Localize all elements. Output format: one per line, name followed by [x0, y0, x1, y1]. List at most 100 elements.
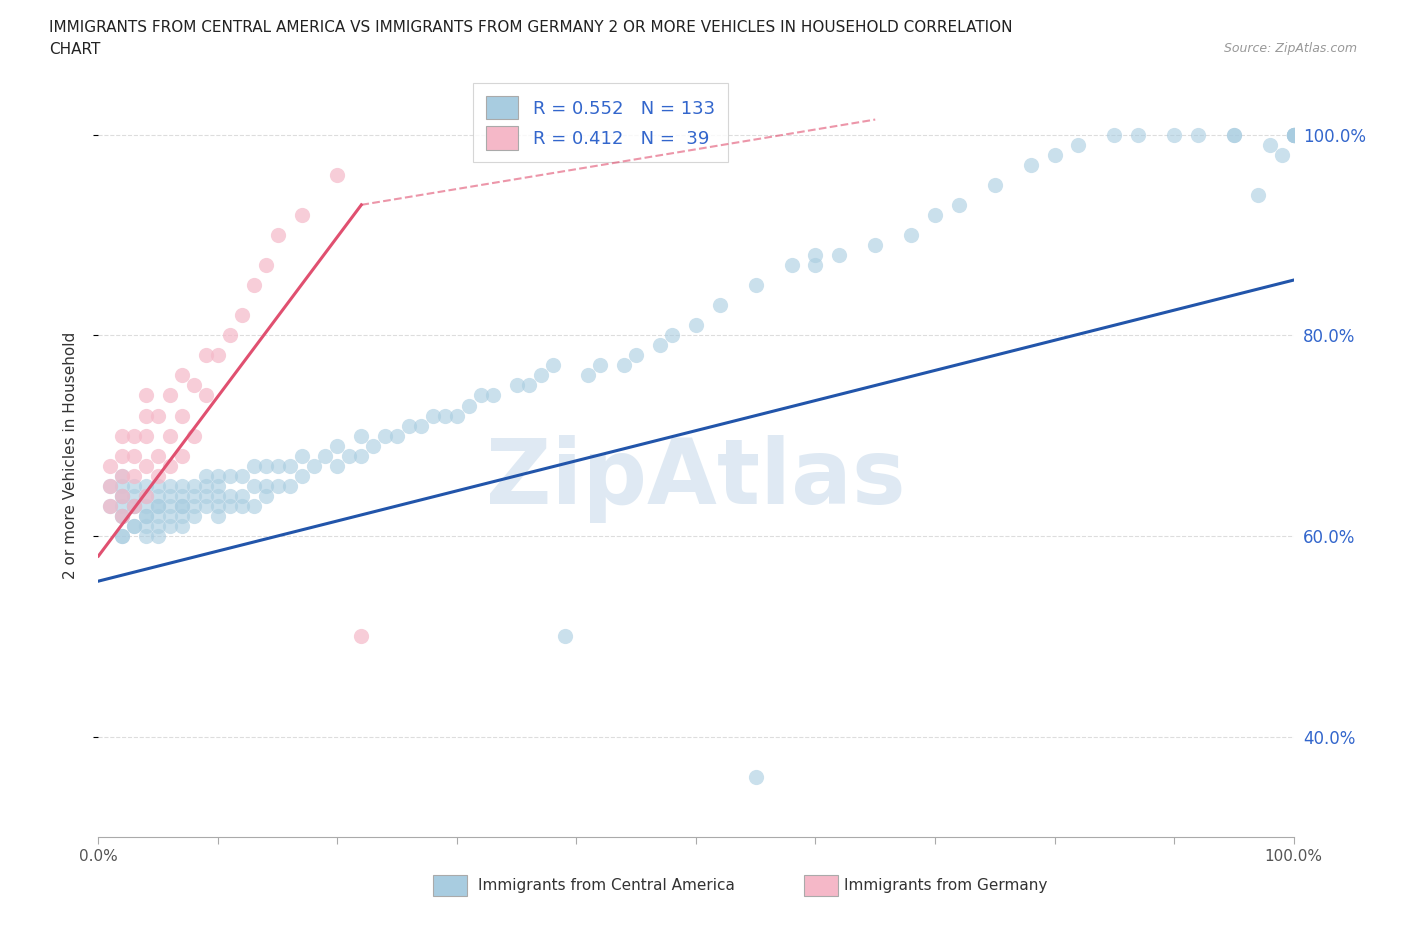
Point — [302, 458, 325, 473]
Point — [470, 388, 492, 403]
Point — [613, 358, 636, 373]
Point — [111, 488, 134, 503]
Point — [124, 498, 146, 513]
Point — [385, 428, 409, 443]
Point — [183, 509, 205, 524]
Point — [111, 469, 134, 484]
Point — [745, 278, 768, 293]
Point — [685, 318, 707, 333]
Point — [541, 358, 564, 373]
Point — [172, 478, 194, 493]
Point — [148, 498, 170, 513]
Point — [172, 488, 194, 503]
Point — [124, 498, 146, 513]
Point — [398, 418, 420, 433]
Point — [111, 428, 134, 443]
Point — [1282, 127, 1305, 142]
Point — [1282, 127, 1305, 142]
Point — [159, 458, 181, 473]
Text: Immigrants from Central America: Immigrants from Central America — [478, 878, 735, 893]
Point — [804, 247, 827, 262]
Point — [111, 509, 134, 524]
Point — [148, 469, 170, 484]
Point — [172, 509, 194, 524]
Point — [554, 629, 576, 644]
Point — [1223, 127, 1246, 142]
Point — [159, 509, 181, 524]
Point — [434, 408, 457, 423]
Point — [243, 278, 266, 293]
Point — [148, 448, 170, 463]
Point — [243, 458, 266, 473]
Point — [159, 519, 181, 534]
Text: IMMIGRANTS FROM CENTRAL AMERICA VS IMMIGRANTS FROM GERMANY 2 OR MORE VEHICLES IN: IMMIGRANTS FROM CENTRAL AMERICA VS IMMIG… — [49, 20, 1012, 35]
Point — [148, 519, 170, 534]
Text: ZipAtlas: ZipAtlas — [486, 434, 905, 523]
Point — [148, 498, 170, 513]
Point — [207, 498, 229, 513]
Point — [326, 438, 349, 453]
Point — [159, 488, 181, 503]
Point — [709, 298, 731, 312]
Point — [1019, 157, 1042, 172]
Point — [231, 498, 253, 513]
Point — [148, 408, 170, 423]
Point — [159, 478, 181, 493]
Point — [254, 488, 277, 503]
Point — [111, 488, 134, 503]
Point — [219, 498, 242, 513]
Point — [1043, 147, 1066, 162]
Point — [135, 428, 157, 443]
Point — [111, 448, 134, 463]
Text: CHART: CHART — [49, 42, 101, 57]
Point — [111, 478, 134, 493]
Point — [267, 228, 290, 243]
Point — [291, 469, 314, 484]
Point — [458, 398, 481, 413]
Point — [231, 488, 253, 503]
Point — [135, 408, 157, 423]
Point — [254, 458, 277, 473]
Point — [124, 469, 146, 484]
Point — [135, 498, 157, 513]
Point — [172, 368, 194, 383]
Point — [350, 629, 373, 644]
Point — [111, 509, 134, 524]
Point — [135, 488, 157, 503]
Point — [984, 178, 1007, 193]
Point — [172, 519, 194, 534]
Point — [661, 328, 683, 343]
Point — [243, 498, 266, 513]
Point — [267, 478, 290, 493]
Point — [1104, 127, 1126, 142]
Point — [219, 328, 242, 343]
Point — [219, 488, 242, 503]
Point — [172, 498, 194, 513]
Point — [648, 338, 672, 352]
Point — [98, 478, 122, 493]
Point — [135, 509, 157, 524]
Point — [172, 408, 194, 423]
Point — [111, 488, 134, 503]
Point — [506, 378, 529, 392]
Text: Source: ZipAtlas.com: Source: ZipAtlas.com — [1223, 42, 1357, 55]
Point — [98, 478, 122, 493]
Point — [828, 247, 851, 262]
Point — [315, 448, 337, 463]
Point — [745, 769, 768, 784]
Point — [98, 498, 122, 513]
Point — [111, 498, 134, 513]
Point — [159, 498, 181, 513]
Point — [183, 498, 205, 513]
Point — [135, 528, 157, 543]
Point — [219, 469, 242, 484]
Point — [172, 498, 194, 513]
Point — [111, 509, 134, 524]
Point — [111, 528, 134, 543]
Point — [1282, 127, 1305, 142]
Point — [900, 228, 922, 243]
Point — [254, 478, 277, 493]
Point — [780, 258, 803, 272]
Point — [1128, 127, 1150, 142]
Point — [278, 478, 301, 493]
